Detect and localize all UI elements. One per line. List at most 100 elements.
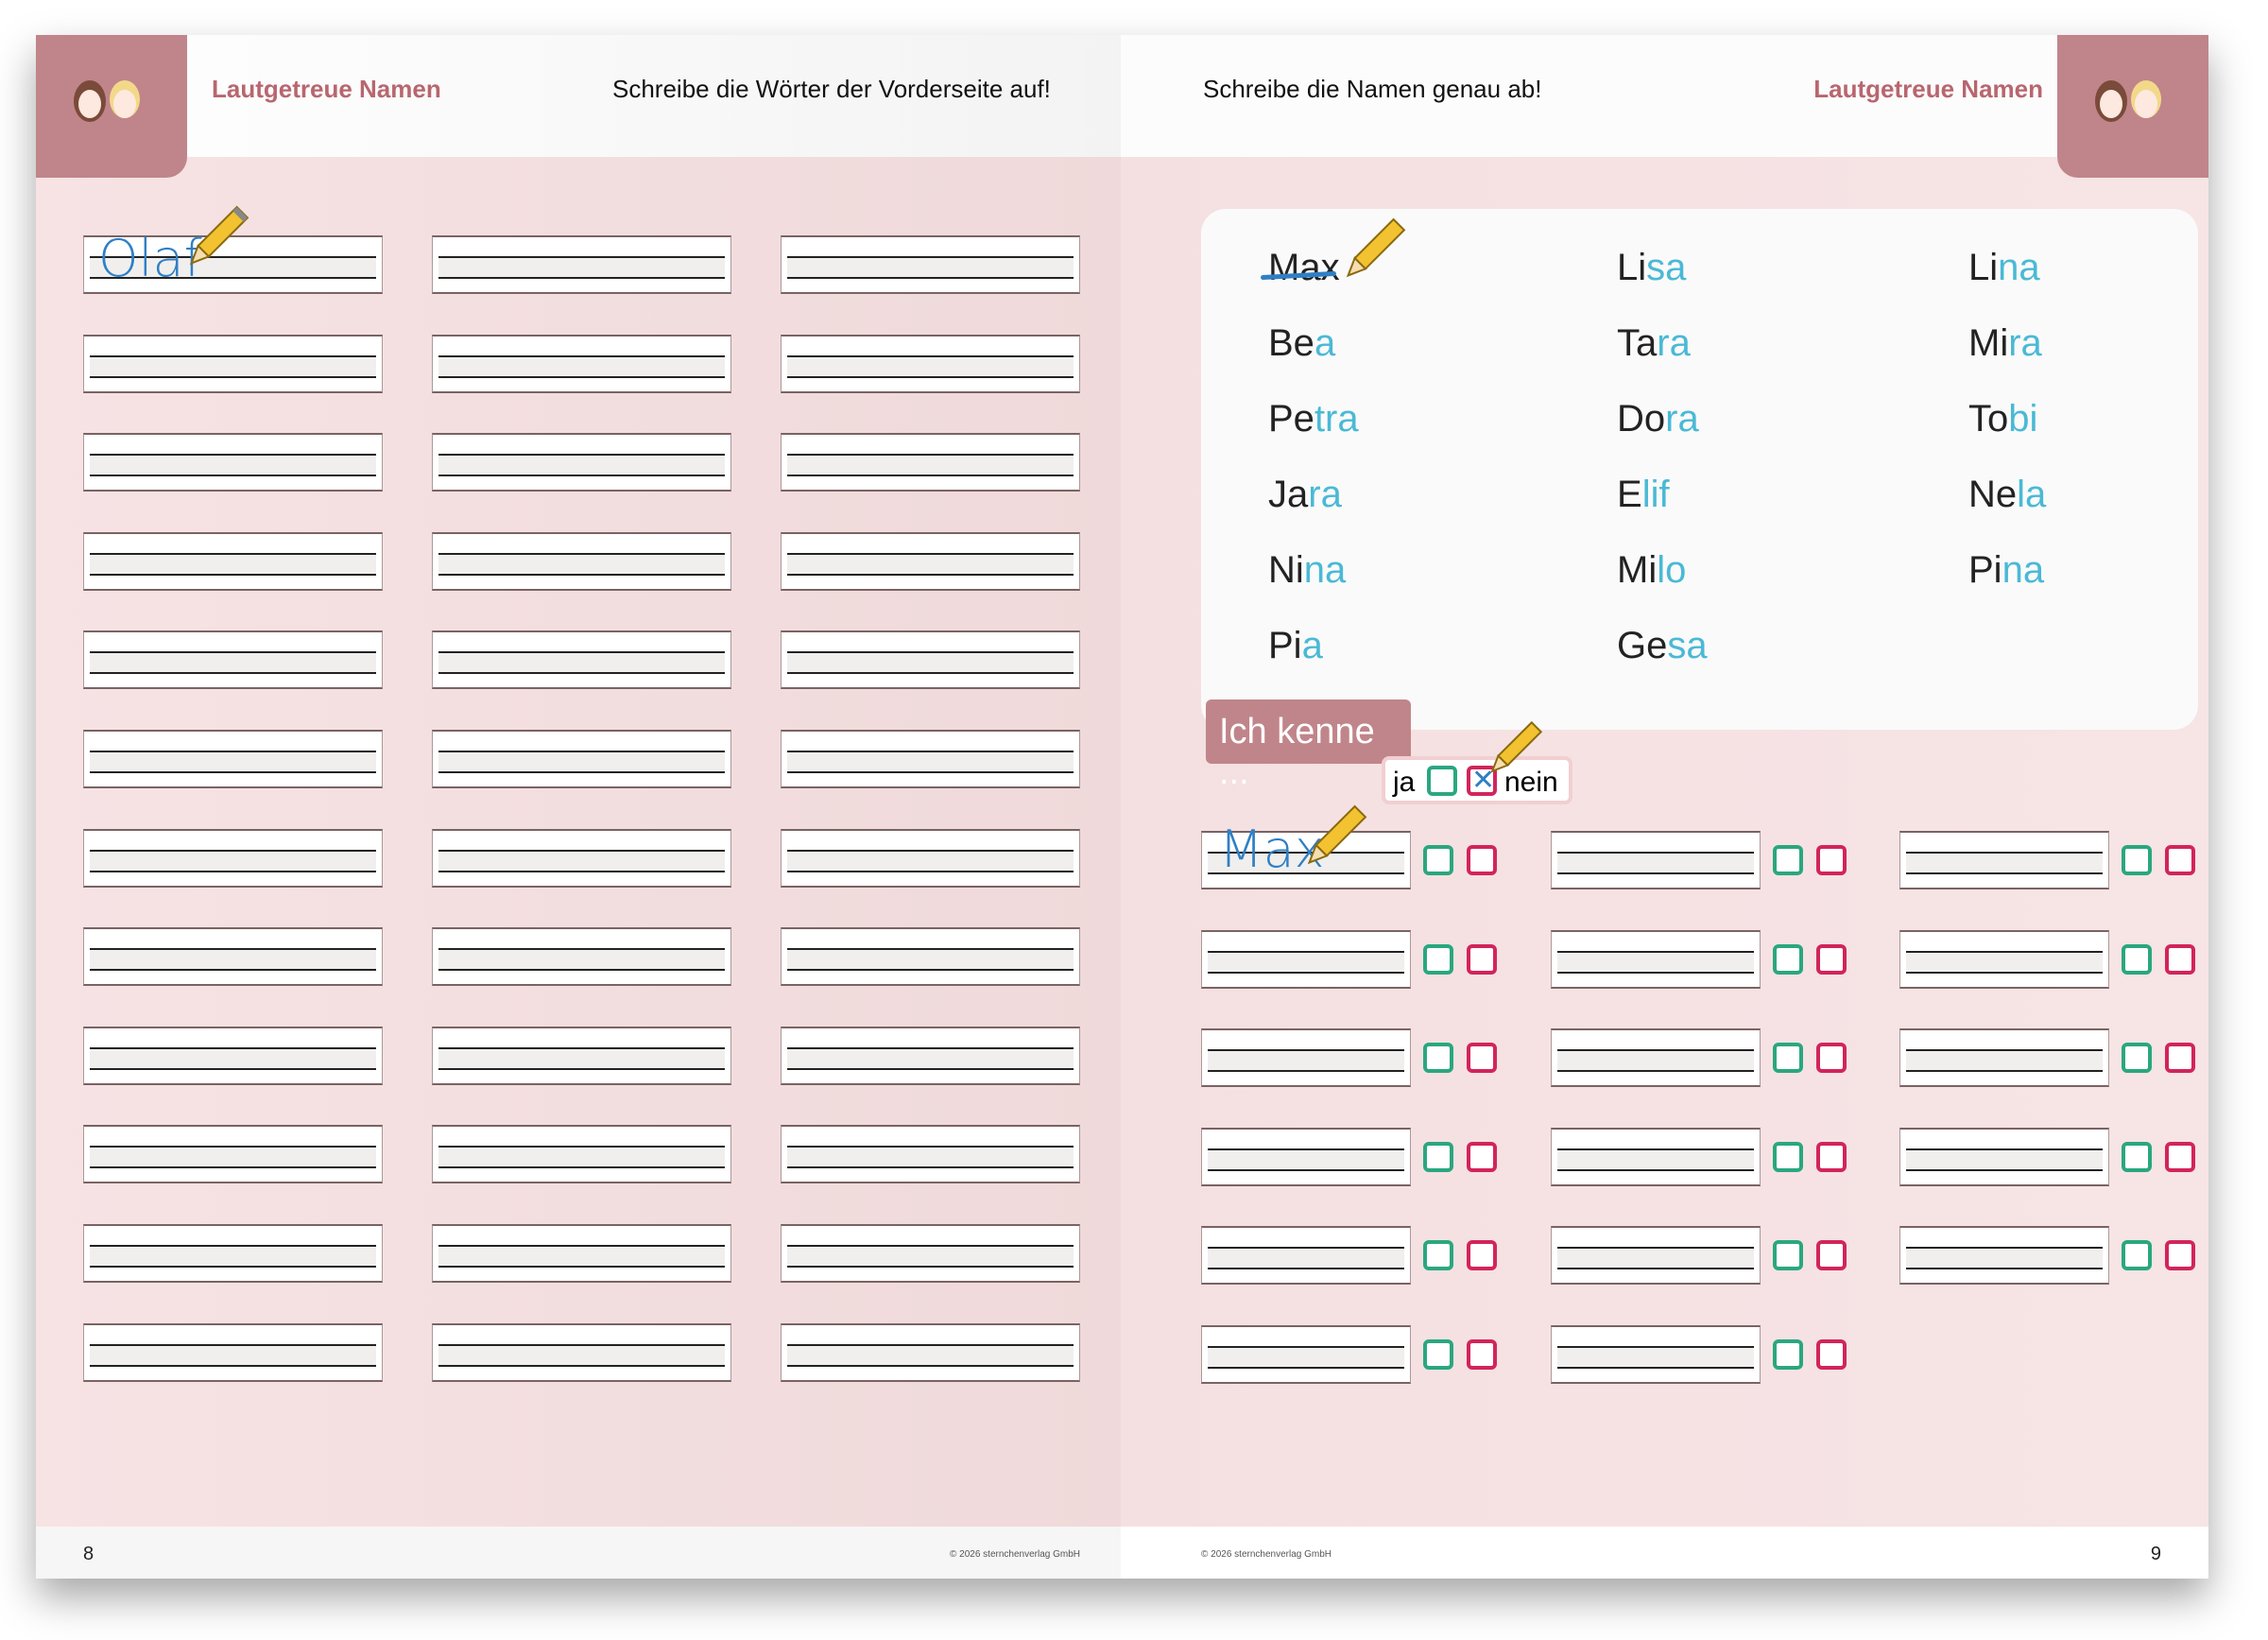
writing-line[interactable]	[83, 828, 383, 888]
writing-line-midband	[787, 1245, 1074, 1268]
writing-line[interactable]	[781, 235, 1080, 294]
writing-line-midband	[438, 849, 725, 872]
no-checkbox[interactable]	[1816, 1240, 1847, 1271]
writing-line[interactable]	[432, 630, 731, 690]
yes-checkbox[interactable]	[2122, 845, 2152, 875]
yes-checkbox[interactable]	[1423, 943, 1453, 975]
no-checkbox[interactable]	[2165, 1141, 2195, 1172]
writing-line[interactable]	[1551, 1325, 1761, 1384]
no-checkbox[interactable]	[1467, 1043, 1497, 1074]
writing-line[interactable]	[83, 531, 383, 591]
writing-line[interactable]	[83, 235, 383, 294]
writing-line[interactable]	[781, 1026, 1080, 1085]
writing-line[interactable]	[1551, 1226, 1761, 1286]
writing-line[interactable]	[1899, 1028, 2109, 1088]
no-checkbox[interactable]	[1816, 845, 1847, 875]
writing-line[interactable]	[1899, 1226, 2109, 1286]
writing-line[interactable]	[83, 1322, 383, 1382]
pencil-icon	[189, 205, 249, 266]
no-checkbox[interactable]	[1467, 1339, 1497, 1370]
no-checkbox[interactable]	[1467, 943, 1497, 975]
writing-line[interactable]	[781, 433, 1080, 492]
no-checkbox[interactable]	[1467, 1141, 1497, 1172]
writing-line[interactable]	[432, 531, 731, 591]
no-checkbox[interactable]	[2165, 845, 2195, 875]
writing-line[interactable]	[83, 433, 383, 492]
yes-checkbox[interactable]	[1423, 1043, 1453, 1074]
yes-checkbox[interactable]	[2122, 943, 2152, 975]
writing-line[interactable]	[83, 1026, 383, 1085]
yes-checkbox[interactable]	[1423, 1141, 1453, 1172]
writing-line[interactable]	[1201, 831, 1411, 889]
writing-line[interactable]	[781, 630, 1080, 690]
writing-line[interactable]	[781, 927, 1080, 987]
writing-line[interactable]	[1201, 1325, 1411, 1384]
writing-line[interactable]	[1201, 1127, 1411, 1186]
no-checkbox[interactable]	[1816, 1141, 1847, 1172]
yes-checkbox[interactable]	[1773, 1240, 1803, 1271]
yes-checkbox[interactable]	[1773, 1141, 1803, 1172]
writing-line[interactable]	[432, 235, 731, 294]
yes-checkbox[interactable]	[1773, 1339, 1803, 1370]
writing-line[interactable]	[432, 1125, 731, 1184]
writing-line[interactable]	[83, 630, 383, 690]
writing-line[interactable]	[432, 730, 731, 788]
writing-line[interactable]	[83, 1224, 383, 1283]
no-checkbox[interactable]	[1467, 1240, 1497, 1271]
writing-line[interactable]	[1899, 929, 2109, 989]
writing-line[interactable]	[1201, 1028, 1411, 1088]
writing-line[interactable]	[83, 730, 383, 788]
writing-line[interactable]	[781, 1125, 1080, 1184]
no-checkbox[interactable]	[1467, 845, 1497, 875]
no-checkbox[interactable]	[1816, 1339, 1847, 1370]
writing-line[interactable]	[432, 1224, 731, 1283]
yes-checkbox[interactable]	[1423, 845, 1453, 875]
writing-line[interactable]	[432, 1322, 731, 1382]
writing-line[interactable]	[83, 334, 383, 393]
name-part-black: Do	[1617, 398, 1666, 440]
writing-line[interactable]	[1899, 1127, 2109, 1186]
writing-line[interactable]	[432, 334, 731, 393]
yes-checkbox[interactable]	[1773, 943, 1803, 975]
writing-line[interactable]	[432, 927, 731, 987]
writing-line[interactable]	[781, 334, 1080, 393]
writing-line[interactable]	[432, 1026, 731, 1085]
name-list-box: Max Lisa Lina Bea Tara Mira Petra Dora Tobi Jara E…	[1201, 209, 2198, 730]
name-item: Lina	[1968, 247, 2040, 289]
no-checkbox[interactable]	[2165, 943, 2195, 975]
yes-checkbox[interactable]	[1423, 1339, 1453, 1370]
writing-line[interactable]	[1551, 929, 1761, 989]
no-checkbox[interactable]	[2165, 1240, 2195, 1271]
writing-line[interactable]	[781, 531, 1080, 591]
writing-line[interactable]	[1551, 1028, 1761, 1088]
name-part-black: Li	[1617, 247, 1647, 288]
name-item: Pia	[1268, 625, 1323, 667]
writing-line[interactable]	[781, 1322, 1080, 1382]
writing-line-midband	[1208, 1346, 1404, 1369]
writing-line[interactable]	[1551, 831, 1761, 889]
writing-line[interactable]	[83, 1125, 383, 1184]
writing-line[interactable]	[83, 927, 383, 987]
writing-line[interactable]	[781, 828, 1080, 888]
yes-checkbox[interactable]	[1423, 1240, 1453, 1271]
writing-line[interactable]	[1551, 1127, 1761, 1186]
writing-line[interactable]	[1201, 1226, 1411, 1286]
writing-line[interactable]	[432, 433, 731, 492]
writing-line-midband	[90, 1245, 376, 1268]
writing-line[interactable]	[1201, 929, 1411, 989]
writing-line[interactable]	[781, 1224, 1080, 1283]
writing-line-midband	[787, 651, 1074, 675]
name-part-colored: tra	[1314, 398, 1359, 440]
writing-line[interactable]	[432, 828, 731, 888]
name-item: Elif	[1617, 474, 1670, 516]
yes-checkbox[interactable]	[2122, 1141, 2152, 1172]
yes-checkbox[interactable]	[1773, 845, 1803, 875]
yes-checkbox[interactable]	[2122, 1240, 2152, 1271]
writing-line[interactable]	[1899, 831, 2109, 889]
yes-checkbox[interactable]	[2122, 1043, 2152, 1074]
writing-line[interactable]	[781, 730, 1080, 788]
no-checkbox[interactable]	[2165, 1043, 2195, 1074]
no-checkbox[interactable]	[1816, 1043, 1847, 1074]
yes-checkbox[interactable]	[1773, 1043, 1803, 1074]
no-checkbox[interactable]	[1816, 943, 1847, 975]
